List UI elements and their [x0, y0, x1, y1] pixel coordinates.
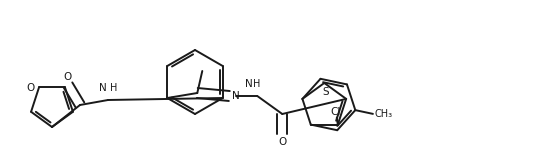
Text: CH₃: CH₃ — [375, 109, 393, 119]
Text: N: N — [100, 83, 107, 93]
Text: H: H — [253, 79, 261, 89]
Text: N: N — [232, 91, 240, 101]
Text: S: S — [322, 87, 328, 97]
Text: O: O — [278, 137, 286, 147]
Text: O: O — [63, 72, 71, 82]
Text: N: N — [244, 79, 253, 89]
Text: Cl: Cl — [331, 107, 341, 117]
Text: H: H — [110, 83, 117, 93]
Text: O: O — [27, 83, 35, 93]
